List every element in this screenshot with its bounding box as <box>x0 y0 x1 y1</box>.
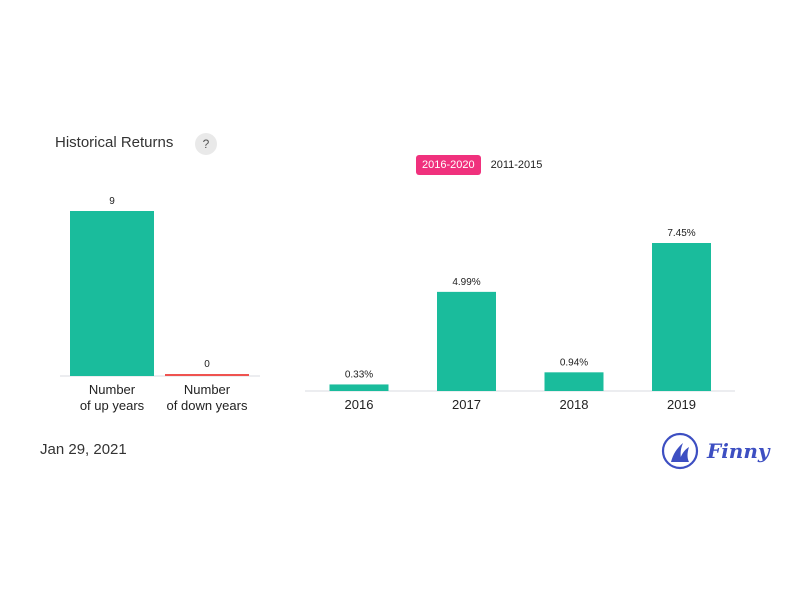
chart-title: Historical Returns <box>55 134 174 151</box>
bar-2016 <box>329 384 389 391</box>
range-tabs: 2016-2020 2011-2015 <box>416 155 548 175</box>
brand-name: Finny <box>707 439 770 463</box>
tick-label-2017: 2017 <box>452 397 481 412</box>
finny-logo-icon <box>661 432 699 470</box>
tick-label-number-of-up-years-line1: Number <box>89 382 136 397</box>
tick-label-2016: 2016 <box>345 397 374 412</box>
data-label-2018: 0.94% <box>560 357 588 368</box>
as-of-date: Jan 29, 2021 <box>40 441 127 458</box>
bar-number-of-down-years <box>165 374 249 376</box>
data-label-number-of-up-years: 9 <box>109 196 115 207</box>
data-label-2019: 7.45% <box>667 228 695 239</box>
tick-label-number-of-up-years-line2: of up years <box>80 398 145 413</box>
tick-label-2018: 2018 <box>560 397 589 412</box>
data-label-2017: 4.99% <box>452 277 480 288</box>
annual-returns-chart: 0.33% 2016 4.99% 2017 0.94% 2018 7.45% 2019 <box>305 228 735 412</box>
tick-label-number-of-down-years-line2: of down years <box>167 398 248 413</box>
data-label-number-of-down-years: 0 <box>204 359 210 370</box>
finny-logo: Finny <box>661 432 770 470</box>
bar-2018 <box>544 372 604 391</box>
tick-label-2019: 2019 <box>667 397 696 412</box>
bar-number-of-up-years <box>70 211 154 376</box>
bar-2019 <box>652 243 711 391</box>
tab-range-2011-2015[interactable]: 2011-2015 <box>490 159 543 171</box>
help-icon[interactable]: ? <box>195 133 217 155</box>
data-label-2016: 0.33% <box>345 369 373 380</box>
bar-2017 <box>437 291 496 391</box>
tick-label-number-of-down-years-line1: Number <box>184 382 231 397</box>
tab-range-2016-2020[interactable]: 2016-2020 <box>416 155 481 175</box>
